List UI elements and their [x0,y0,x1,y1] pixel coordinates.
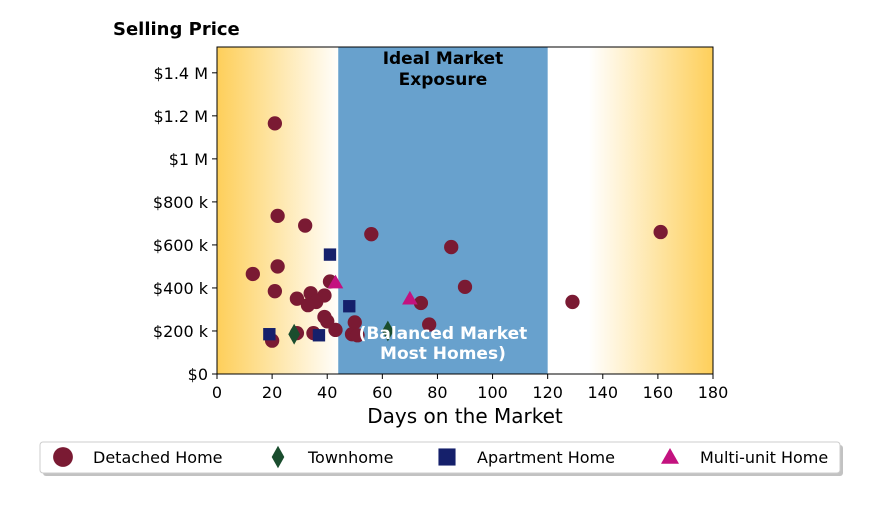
x-tick-label: 40 [317,383,337,402]
legend-marker-detached-home [53,447,73,467]
apartment-home-point [323,248,337,261]
plot-frame [216,46,714,375]
ideal-band-subtitle: Most Homes) [380,344,506,364]
detached-home-point [565,294,580,310]
y-tick-label: $600 k [153,236,209,255]
y-tick-label: $200 k [153,322,209,341]
x-tick-label: 120 [532,383,563,402]
ideal-band-title: Exposure [399,70,488,90]
x-tick-label: 180 [698,383,729,402]
detached-home-point [270,259,285,274]
ideal-exposure-band [338,47,548,374]
apartment-home-point [263,328,276,341]
x-tick-label: 160 [643,383,674,402]
ideal-band-title: Ideal Market [383,49,504,69]
detached-home-point [457,279,473,295]
ideal-band-subtitle: (Balanced Market [359,324,528,344]
y-tick-label: $1.2 M [153,107,208,126]
detached-home-point [298,218,313,233]
legend-label-multi-unit-home: Multi-unit Home [700,448,828,467]
townhome-point [288,323,301,345]
detached-home-point [653,224,668,240]
apartment-home-point [343,300,356,313]
detached-home-point [347,315,362,330]
legend-label-apartment-home: Apartment Home [477,448,615,467]
detached-home-point [413,295,429,311]
detached-home-point [328,322,343,338]
legend-marker-apartment-home [438,448,456,466]
detached-home-point [267,116,283,131]
detached-home-point [364,227,379,242]
x-tick-label: 60 [372,383,392,402]
multi-unit-home-point [402,290,418,305]
detached-home-point [270,208,285,224]
detached-home-point [422,317,437,332]
chart-title: Selling Price [113,19,240,40]
detached-home-point [444,239,459,255]
y-axis: $0 $200 k $400 k $600 k $800 k $1 M $1.2 M $1.4… [153,64,217,384]
y-tick-label: $1.4 M [153,64,208,83]
x-tick-label: 80 [427,383,447,402]
legend-label-detached-home: Detached Home [93,448,223,467]
data-points [245,116,668,348]
x-tick-label: 100 [477,383,508,402]
detached-home-point [289,291,305,306]
x-axis: 0 20 40 60 80 100 120 140 160 180 [212,374,728,402]
townhome-point [381,320,394,342]
legend-marker-multi-unit-home [661,448,679,464]
detached-home-point [350,328,365,343]
detached-home-point [267,284,283,299]
multi-unit-home-point [327,274,344,289]
legend-marker-townhome [271,445,285,469]
legend-label-townhome: Townhome [307,448,393,467]
y-tick-label: $400 k [153,279,209,298]
detached-home-point [245,266,260,282]
x-tick-label: 20 [262,383,282,402]
legend: Detached Home Townhome Apartment Home Multi… [39,441,843,476]
y-tick-label: $0 [188,365,208,384]
y-tick-label: $1 M [169,150,208,169]
y-tick-label: $800 k [153,193,209,212]
x-axis-title: Days on the Market [367,404,563,428]
apartment-home-point [312,329,326,342]
x-tick-label: 140 [588,383,619,402]
x-tick-label: 0 [212,383,222,402]
detached-home-point [300,298,316,313]
